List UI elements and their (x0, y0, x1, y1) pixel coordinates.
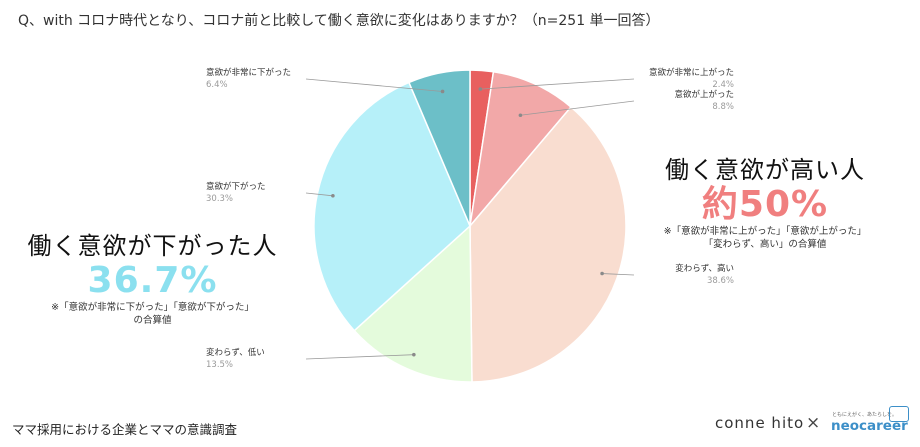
callout-high-motivation: 働く意欲が高い人 約50% ※「意欲が非常に上がった」「意欲が上がった」 「変わ… (645, 150, 885, 252)
callout-high-note1: ※「意欲が非常に上がった」「意欲が上がった」 (663, 225, 867, 237)
leader-line (305, 192, 333, 197)
slice-label: 意欲が非常に下がった (206, 67, 291, 78)
slice-label: 意欲が非常に上がった (649, 67, 734, 78)
pie-slice (407, 69, 471, 227)
slice-percent-label: 8.8% (712, 102, 734, 112)
callout-decreased-motivation: 働く意欲が下がった人 36.7% ※「意欲が非常に下がった」「意欲が下がった」 … (10, 226, 295, 328)
slice-label: 意欲が下がった (206, 181, 266, 192)
leader-dot (412, 352, 416, 357)
slice-percent-label: 6.4% (206, 80, 228, 90)
pie-slice (469, 106, 627, 383)
leader-dot (478, 87, 483, 91)
neocareer-tagline: ともにえがく、あたらしを。 (832, 412, 898, 418)
pie-slice (468, 70, 572, 229)
leader-dot (518, 113, 523, 118)
callout-down-value: 36.7% (87, 260, 218, 301)
leader-line (480, 78, 635, 90)
callout-high-note2: 「変わらず、高い」の合算値 (703, 239, 827, 251)
speech-bubble-icon (889, 406, 909, 422)
callout-high-value: 約50% (701, 184, 829, 225)
slice-percent-label: 38.6% (707, 276, 734, 286)
slice-percent-label: 2.4% (712, 80, 734, 90)
slice-label: 変わらず、低い (206, 347, 265, 358)
pie-slice (313, 81, 471, 332)
slice-percent-label: 13.5% (206, 360, 233, 370)
question-title: Q、with コロナ時代となり、コロナ前と比較して働く意欲に変化はありますか？（… (18, 13, 660, 29)
slice-label: 変わらず、高い (675, 263, 734, 274)
leader-line (520, 100, 635, 116)
slice-percent-label: 30.3% (206, 194, 233, 204)
leader-dot (440, 89, 445, 94)
neocareer-logo: neocareer (831, 418, 908, 434)
leader-line (305, 78, 443, 92)
leader-dot (331, 194, 335, 198)
callout-down-note2: の合算値 (133, 315, 172, 327)
leader-dot (600, 271, 604, 276)
slice-label: 意欲が上がった (674, 89, 734, 100)
brand-separator: × (806, 413, 821, 433)
survey-footer: ママ採用における企業とママの意識調査 (12, 422, 238, 437)
callout-high-head: 働く意欲が高い人 (665, 156, 865, 184)
pie-slice (353, 224, 473, 383)
connehito-logo: conne hito (715, 414, 805, 432)
leader-line (305, 354, 414, 360)
callout-down-head: 働く意欲が下がった人 (27, 232, 278, 260)
leader-line (602, 273, 635, 276)
callout-down-note1: ※「意欲が非常に下がった」「意欲が下がった」 (51, 301, 254, 313)
